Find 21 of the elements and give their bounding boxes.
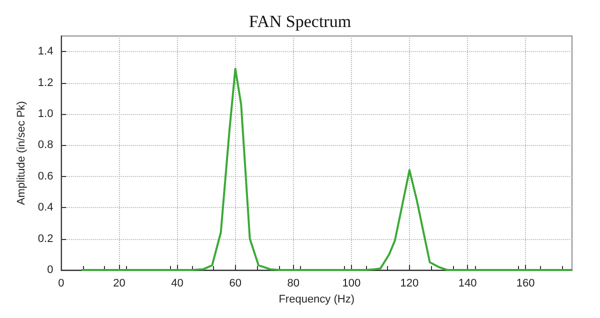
chart-title: FAN Spectrum: [248, 12, 352, 31]
y-axis-title: Amplitude (in/sec Pk): [16, 101, 28, 205]
x-axis-title: Frequency (Hz): [278, 294, 354, 306]
x-tick-label: 80: [287, 278, 300, 290]
y-tick-label: 0.2: [38, 232, 54, 245]
y-tick-label: 1.0: [38, 108, 54, 120]
x-tick-label: 20: [113, 278, 126, 290]
y-tick-label: 1.4: [38, 46, 54, 58]
y-tick-label: 1.2: [38, 76, 54, 89]
x-tick-label: 140: [458, 278, 477, 290]
y-tick-label: 0.6: [38, 170, 54, 182]
x-tick-label: 40: [171, 278, 184, 290]
x-tick-label: 60: [229, 278, 242, 290]
y-tick-label: 0.8: [38, 139, 54, 152]
y-tick-label: 0.4: [38, 202, 54, 214]
x-tick-label: 120: [400, 278, 419, 290]
y-tick-label: 0: [47, 264, 54, 276]
x-tick-label: 160: [516, 278, 535, 290]
line-series: [80, 68, 573, 271]
x-tick-label: 0: [58, 278, 64, 290]
x-tick-label: 100: [342, 278, 361, 290]
